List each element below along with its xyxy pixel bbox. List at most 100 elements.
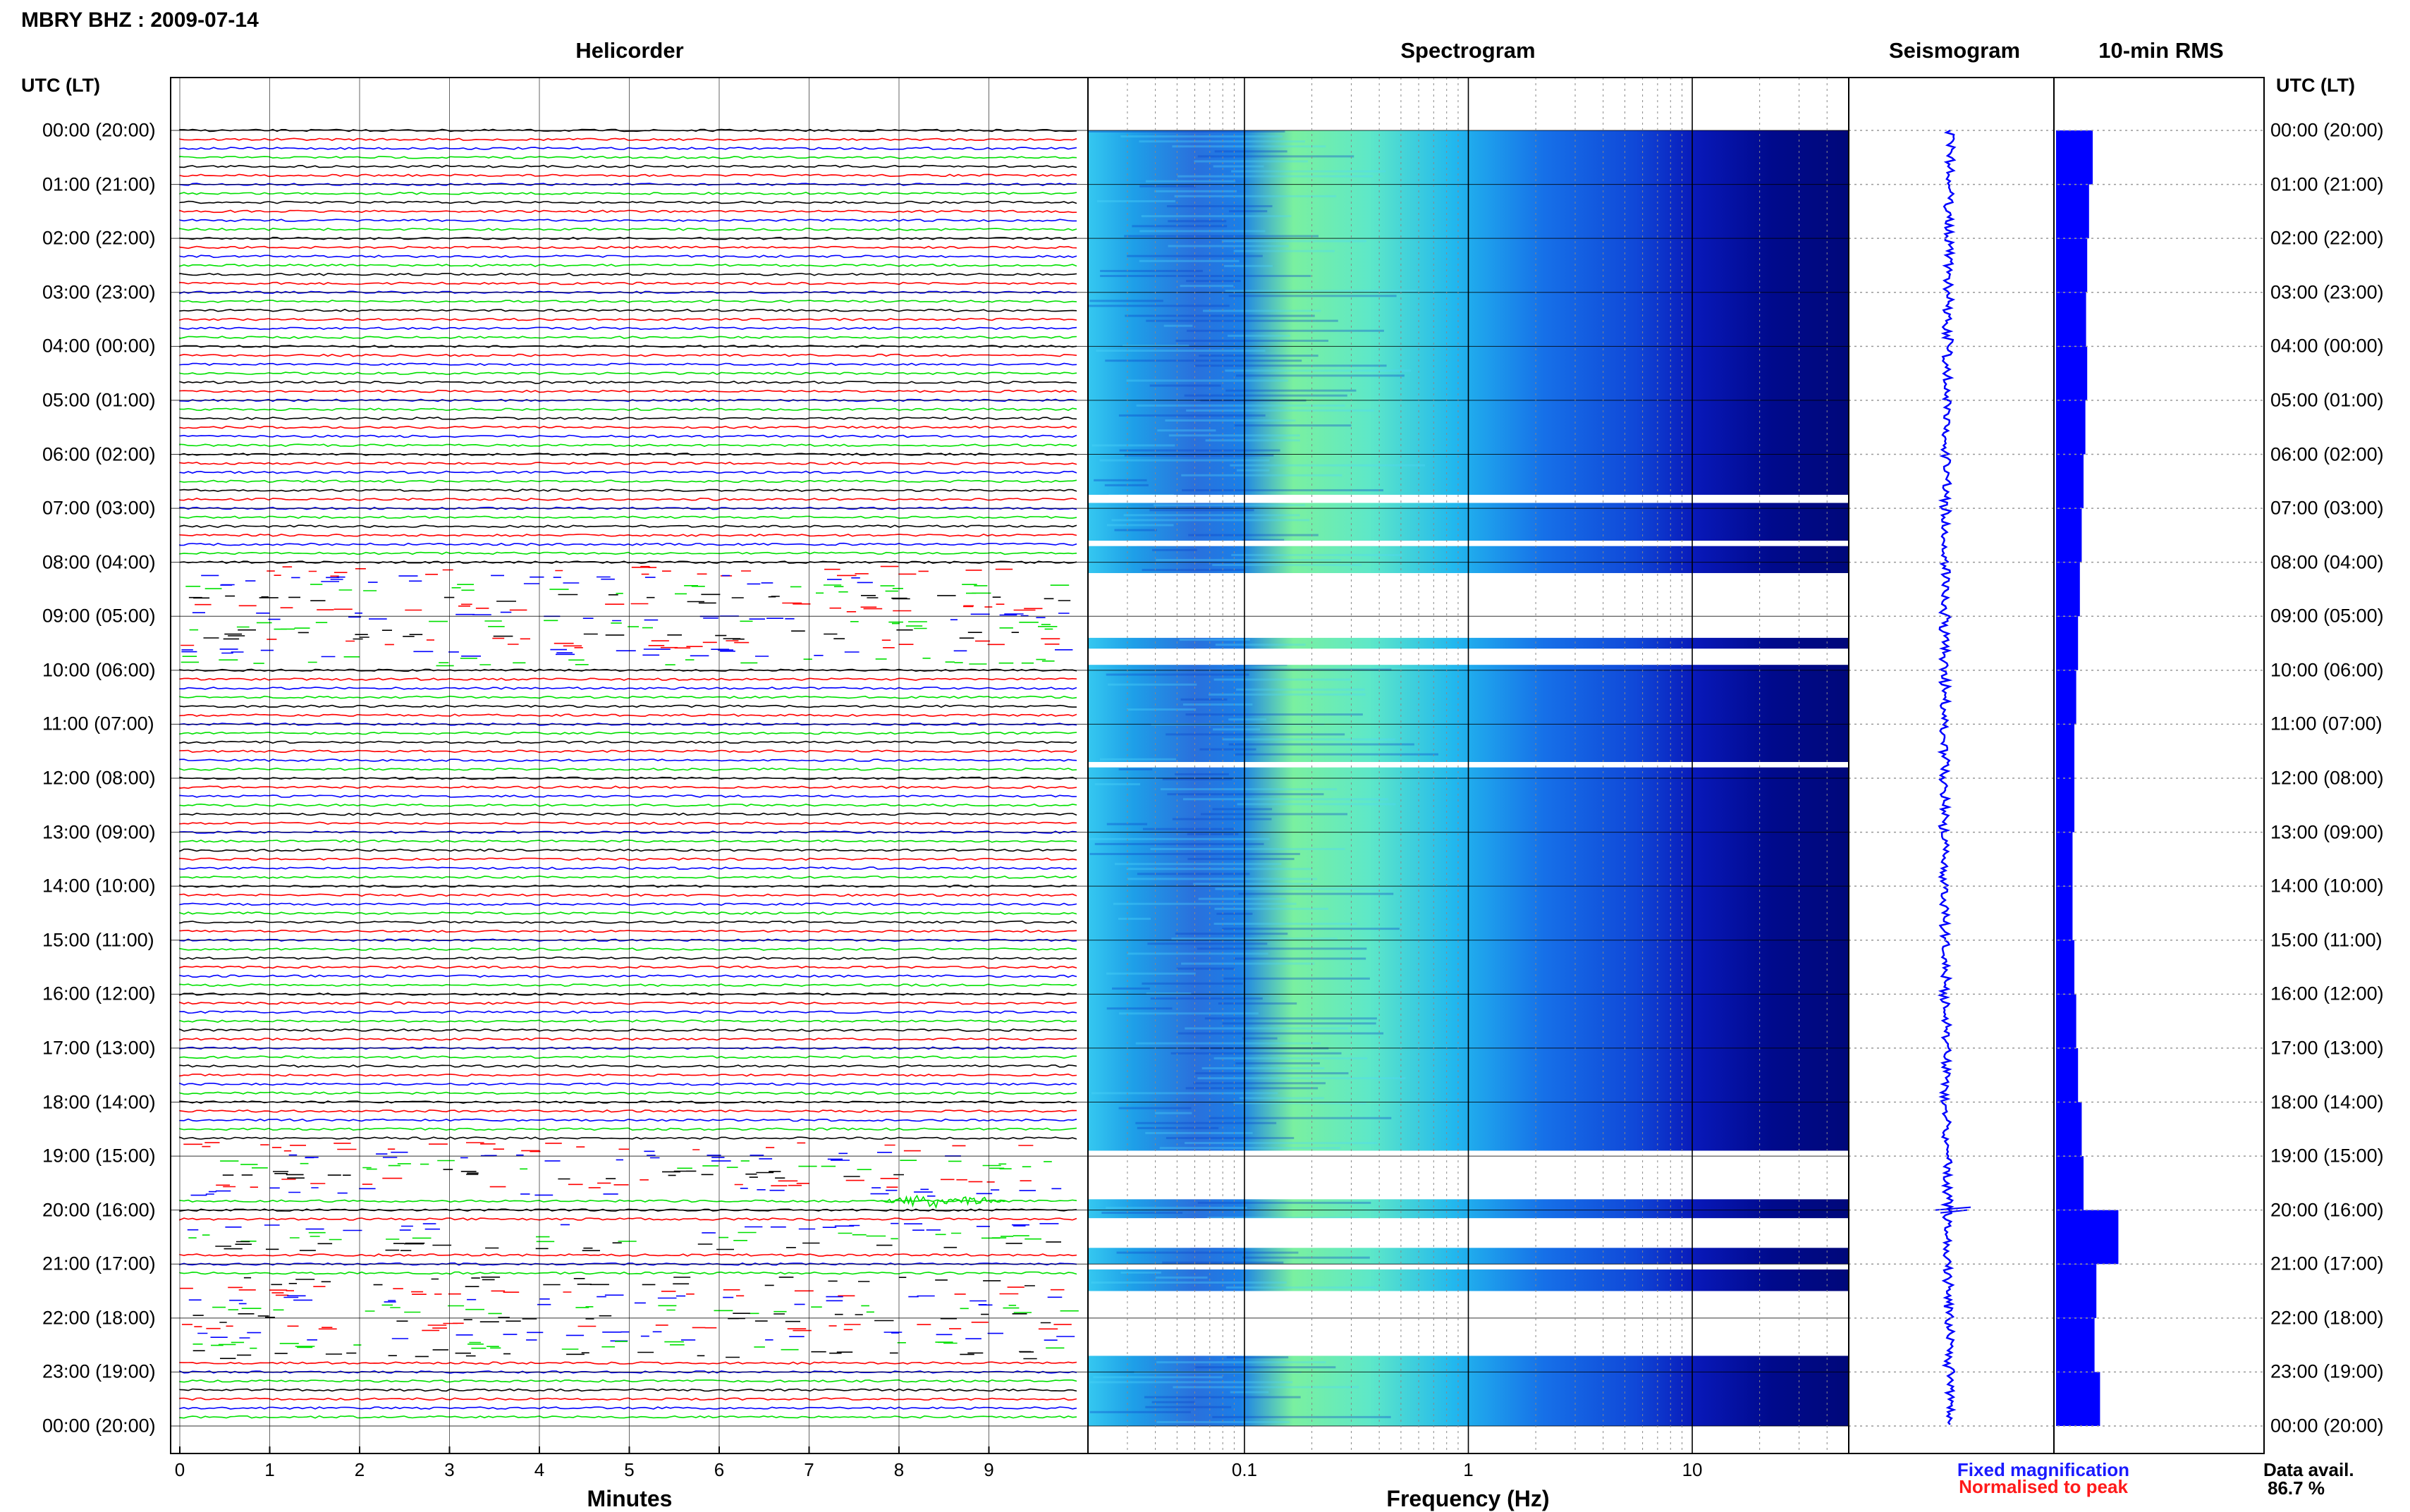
seismogram-trace — [1937, 129, 1957, 1425]
spectrogram-texture — [1222, 738, 1396, 741]
spectrogram-texture — [1186, 409, 1374, 412]
spectrogram-texture — [1091, 1092, 1278, 1095]
spectrogram-texture — [1088, 305, 1230, 307]
minute-tick-label: 4 — [534, 1459, 545, 1480]
rms-bar — [2056, 1317, 2095, 1372]
helicorder-trace — [179, 812, 1077, 816]
time-label-left: 00:00 (20:00) — [42, 119, 156, 141]
helicorder-trace — [179, 704, 1077, 708]
spectrogram-texture — [1151, 1401, 1195, 1403]
spectrogram-texture — [1163, 324, 1193, 327]
spectrogram-texture — [1106, 1007, 1173, 1010]
spectrogram-texture — [1125, 314, 1315, 317]
spectrogram-texture — [1135, 1121, 1277, 1124]
helicorder-trace — [179, 1388, 1077, 1392]
spectrogram-texture — [1233, 1102, 1366, 1105]
spectrogram-texture — [1213, 165, 1264, 168]
helicorder-trace — [179, 1037, 1077, 1041]
spectrogram-texture — [1181, 474, 1342, 477]
helicorder-trace — [179, 353, 1077, 357]
time-label-right: 00:00 (20:00) — [2270, 119, 2384, 141]
spectrogram-texture — [1175, 933, 1288, 935]
time-label-right: 15:00 (11:00) — [2270, 929, 2383, 951]
helicorder-trace — [182, 1322, 1072, 1332]
spectrogram-texture — [1213, 1057, 1368, 1059]
time-label-right: 23:00 (19:00) — [2270, 1360, 2384, 1382]
spectrogram-texture — [1235, 1062, 1320, 1064]
rms-bar — [2056, 292, 2086, 347]
spectrogram-texture — [1212, 1415, 1391, 1418]
spectrogram-texture — [1213, 678, 1351, 681]
spectrogram-texture — [1155, 1276, 1208, 1279]
spectrogram-texture — [1205, 439, 1300, 442]
spectrogram-texture — [1168, 220, 1227, 223]
helicorder-trace — [179, 209, 1077, 214]
time-label-right: 19:00 (15:00) — [2270, 1145, 2384, 1167]
helicorder-trace — [179, 1091, 1077, 1095]
rms-bar — [2056, 346, 2088, 400]
helicorder-trace — [179, 254, 1077, 259]
minute-tick-label: 1 — [264, 1459, 275, 1480]
spectrogram-texture — [1187, 329, 1384, 332]
spectrogram-texture — [1099, 758, 1177, 761]
helicorder-title: Helicorder — [575, 38, 684, 63]
legend-normalised-to-peak: Normalised to peak — [1959, 1476, 2128, 1497]
helicorder-trace — [179, 1118, 1077, 1122]
helicorder-trace — [179, 1028, 1077, 1032]
helicorder-trace — [179, 1019, 1077, 1023]
spectrogram-texture — [1127, 952, 1268, 955]
spectrogram-texture — [1156, 1420, 1290, 1423]
spectrogram-texture — [1100, 269, 1203, 272]
spectrogram-texture — [1139, 140, 1305, 143]
time-label-left: 23:00 (19:00) — [42, 1360, 156, 1382]
time-label-left: 00:00 (20:00) — [42, 1415, 156, 1437]
helicorder-trace — [179, 1406, 1077, 1410]
helicorder-trace — [179, 1271, 1077, 1275]
spectrogram-texture — [1139, 185, 1196, 188]
time-label-left: 01:00 (21:00) — [42, 173, 156, 195]
helicorder-trace — [181, 649, 1073, 658]
spectrogram-texture — [1091, 444, 1175, 447]
helicorder-trace — [192, 1349, 1037, 1360]
time-label-left: 08:00 (04:00) — [42, 551, 156, 573]
helicorder-trace — [179, 173, 1077, 178]
spectrogram-texture — [1197, 1077, 1406, 1080]
helicorder-trace — [179, 488, 1077, 492]
helicorder-trace — [179, 219, 1077, 222]
time-label-right: 11:00 (07:00) — [2270, 713, 2383, 735]
spectrogram-texture — [1193, 883, 1313, 885]
spectrogram-texture — [1207, 1217, 1360, 1219]
spectrogram-texture — [1194, 364, 1387, 367]
spectrogram-texture — [1118, 917, 1151, 920]
spectrogram-texture — [1209, 1117, 1392, 1119]
helicorder-trace — [179, 228, 1077, 231]
spectrogram-texture — [1141, 215, 1292, 218]
spectrogram-texture — [1213, 728, 1261, 731]
spectrogram-texture — [1187, 832, 1239, 835]
spectrogram-texture — [1096, 199, 1176, 202]
frequency-axis-title: Frequency (Hz) — [1386, 1486, 1550, 1511]
helicorder-trace — [179, 758, 1077, 762]
helicorder-trace — [180, 1286, 1065, 1297]
helicorder-trace — [179, 821, 1077, 825]
spectrogram-texture — [1194, 160, 1309, 163]
spectrogram-texture — [1137, 873, 1250, 875]
spectrogram-texture — [1132, 225, 1228, 228]
time-label-left: 10:00 (06:00) — [42, 659, 156, 681]
helicorder-trace — [179, 147, 1077, 150]
helicorder-trace — [179, 695, 1077, 699]
spectrogram-texture — [1155, 1112, 1192, 1114]
spectrogram-texture — [1168, 245, 1289, 247]
rms-bar — [2056, 508, 2082, 563]
data-availability-value: 86.7 % — [2268, 1477, 2325, 1499]
helicorder-trace — [179, 929, 1077, 933]
rms-bar — [2056, 1156, 2084, 1210]
spectrogram-texture — [1166, 733, 1345, 736]
helicorder-trace — [179, 1415, 1077, 1419]
helicorder-trace — [179, 965, 1077, 969]
spectrogram-texture — [1228, 295, 1397, 297]
spectrogram-texture — [1193, 1082, 1326, 1085]
spectrogram-texture — [1222, 928, 1400, 930]
time-label-right: 07:00 (03:00) — [2270, 497, 2384, 519]
time-label-left: 06:00 (02:00) — [42, 443, 156, 465]
